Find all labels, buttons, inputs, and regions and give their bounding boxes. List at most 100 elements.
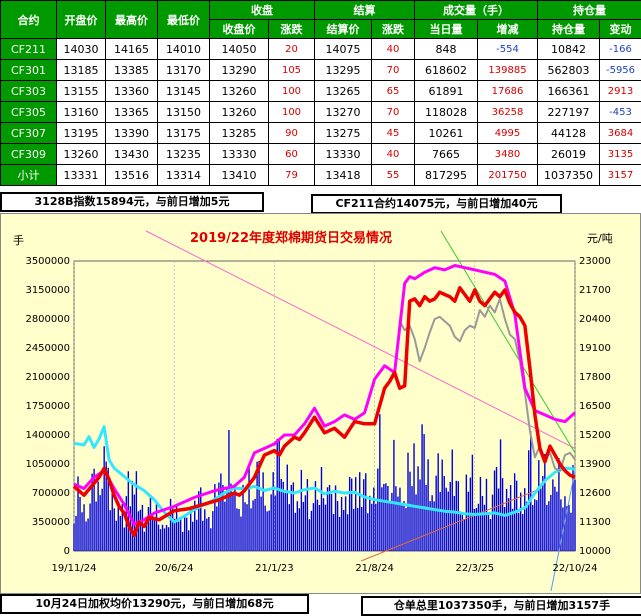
volume-bar: [450, 482, 451, 551]
volume-bar: [188, 530, 189, 551]
volume-bar: [202, 521, 203, 551]
volume-bar: [180, 517, 181, 551]
volume-bar: [460, 511, 461, 551]
volume-bar: [240, 517, 241, 551]
cell-oi-change: 2913: [600, 81, 641, 102]
left-tick-label: 700000: [32, 488, 70, 499]
cell-oi-change: -453: [600, 102, 641, 123]
cell-volume: 848: [415, 39, 478, 60]
volume-bar: [79, 497, 80, 551]
x-tick-label: 19/11/24: [52, 563, 97, 574]
cell-settle: 13418: [315, 165, 372, 186]
cell-volume-change: 139885: [478, 60, 538, 81]
volume-bar: [250, 508, 251, 551]
volume-bar: [252, 500, 253, 551]
volume-bar: [321, 467, 322, 551]
volume-bar: [75, 516, 76, 551]
volume-bar: [242, 485, 243, 551]
left-tick-label: 1750000: [25, 401, 70, 412]
volume-bar: [357, 508, 358, 551]
weighted-price-box: 10月24日加权均价13290元，与前日增加68元: [0, 594, 309, 614]
volume-bar: [218, 483, 219, 551]
cell-oi: 1037350: [538, 165, 600, 186]
volume-bar: [305, 495, 306, 551]
cell-close-change: 20: [269, 39, 315, 60]
volume-bar: [83, 504, 84, 551]
volume-bar: [158, 525, 159, 551]
cell-close-change: 90: [269, 123, 315, 144]
volume-bar: [136, 471, 137, 551]
left-tick-label: 1050000: [25, 459, 70, 470]
volume-bar: [174, 519, 175, 551]
header-volume-change: 增减: [478, 20, 538, 39]
volume-bar: [190, 510, 191, 551]
right-tick-label: 16500: [579, 401, 611, 412]
volume-bar: [178, 522, 179, 551]
volume-bar: [570, 513, 571, 551]
left-tick-label: 0: [64, 546, 70, 557]
cell-low: 13314: [158, 165, 210, 186]
cell-close: 13285: [210, 123, 269, 144]
volume-bar: [508, 498, 509, 551]
cell-volume: 118028: [415, 102, 478, 123]
volume-bar: [536, 500, 537, 551]
volume-bar: [311, 511, 312, 551]
quote-table: 合约 开盘价 最高价 最低价 收盘 结算 成交量（手） 持仓量 收盘价 涨跌 结…: [0, 0, 641, 186]
volume-bar: [112, 491, 113, 551]
volume-bar: [204, 509, 205, 551]
volume-bar: [365, 473, 366, 551]
volume-bar: [500, 439, 501, 551]
volume-bar: [351, 479, 352, 551]
volume-bar: [313, 503, 314, 551]
volume-bar: [216, 506, 217, 551]
volume-bar: [248, 468, 249, 551]
volume-bar: [393, 440, 394, 551]
volume-bar: [504, 507, 505, 551]
volume-bar: [268, 511, 269, 551]
volume-bar: [208, 517, 209, 551]
volume-bar: [343, 510, 344, 551]
header-oi-change: 变动: [600, 20, 641, 39]
volume-bar: [496, 467, 497, 551]
left-tick-label: 2450000: [25, 343, 70, 354]
right-tick-label: 11300: [579, 517, 611, 528]
cell-volume-change: 201750: [478, 165, 538, 186]
volume-bar: [81, 512, 82, 551]
volume-bar: [345, 496, 346, 551]
volume-bar: [160, 529, 161, 551]
volume-bar: [522, 514, 523, 551]
volume-bar: [442, 460, 443, 551]
header-close-change: 涨跌: [269, 20, 315, 39]
volume-bar: [409, 472, 410, 551]
volume-bar: [389, 501, 390, 551]
volume-bar: [220, 473, 221, 551]
volume-bar: [236, 508, 237, 551]
right-unit-label: 元/吨: [587, 232, 613, 245]
volume-bar: [87, 519, 88, 551]
left-unit-label: 手: [13, 233, 24, 247]
volume-bar: [550, 495, 551, 551]
right-tick-label: 20400: [579, 314, 611, 325]
cell-open: 13195: [57, 123, 106, 144]
volume-bar: [172, 509, 173, 551]
cell-oi: 166361: [538, 81, 600, 102]
volume-bar: [116, 521, 117, 551]
volume-bar: [399, 488, 400, 551]
volume-bar: [421, 424, 422, 551]
volume-bar: [156, 502, 157, 551]
x-tick-label: 20/6/24: [155, 563, 194, 574]
header-contract: 合约: [1, 1, 57, 39]
volume-bar: [526, 502, 527, 551]
volume-bar: [542, 476, 543, 551]
volume-bar: [289, 504, 290, 551]
header-high: 最高价: [106, 1, 158, 39]
cell-oi-change: -166: [600, 39, 641, 60]
volume-bar: [546, 505, 547, 551]
cell-settle-change: 65: [372, 81, 415, 102]
cell-oi-change: 3684: [600, 123, 641, 144]
cell-volume: 618602: [415, 60, 478, 81]
volume-bar: [124, 528, 125, 551]
cell-oi-change: 3135: [600, 144, 641, 165]
cell-settle-change: 40: [372, 144, 415, 165]
